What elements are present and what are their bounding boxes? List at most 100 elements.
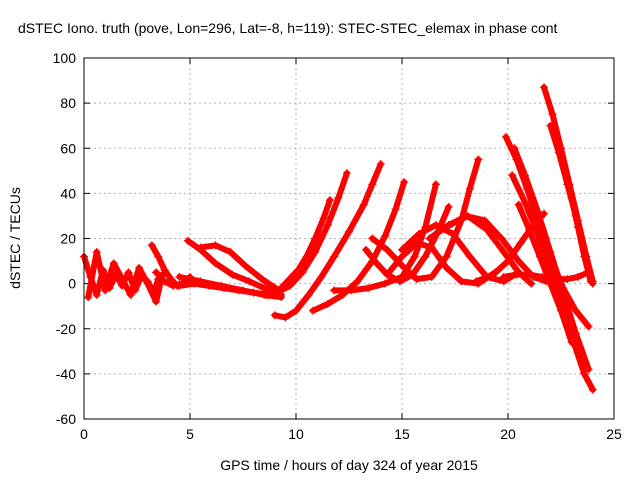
data-point bbox=[398, 252, 406, 261]
data-point bbox=[345, 227, 353, 236]
data-point bbox=[391, 205, 400, 214]
data-point bbox=[381, 232, 390, 241]
data-point bbox=[520, 171, 529, 180]
data-point bbox=[457, 277, 466, 286]
data-point bbox=[281, 313, 290, 322]
series-8 bbox=[277, 196, 334, 293]
data-point bbox=[489, 270, 498, 279]
data-point bbox=[448, 229, 457, 238]
data-point bbox=[400, 178, 409, 187]
data-point bbox=[584, 322, 593, 331]
series-trace bbox=[271, 161, 384, 321]
data-point bbox=[245, 277, 254, 286]
data-point bbox=[311, 248, 320, 257]
data-point bbox=[474, 155, 483, 164]
data-point bbox=[147, 241, 156, 250]
x-tick-label: 10 bbox=[288, 426, 304, 442]
data-point bbox=[101, 286, 110, 295]
data-point bbox=[444, 202, 453, 211]
data-point bbox=[472, 277, 481, 286]
data-point bbox=[527, 279, 536, 288]
data-point bbox=[325, 196, 334, 205]
plot-area bbox=[80, 83, 597, 394]
y-tick-label: 80 bbox=[60, 95, 76, 111]
data-point bbox=[410, 252, 419, 261]
data-point bbox=[425, 234, 434, 243]
data-point bbox=[260, 284, 269, 293]
y-tick-label: 20 bbox=[60, 231, 76, 247]
data-point bbox=[414, 229, 423, 238]
data-point bbox=[270, 311, 279, 320]
data-point bbox=[376, 160, 385, 169]
data-point bbox=[516, 239, 525, 248]
y-tick-label: -20 bbox=[56, 321, 76, 337]
data-point bbox=[546, 248, 555, 257]
y-axis-title: dSTEC / TECUs bbox=[7, 187, 23, 289]
data-point bbox=[323, 220, 332, 229]
series-24 bbox=[514, 200, 576, 347]
data-point bbox=[573, 223, 582, 232]
x-axis-title: GPS time / hours of day 324 of year 2015 bbox=[220, 457, 478, 473]
data-point bbox=[546, 279, 555, 288]
data-point bbox=[118, 275, 127, 284]
data-point bbox=[588, 385, 597, 394]
chart-title: dSTEC Iono. truth (pove, Lon=296, Lat=-8… bbox=[18, 20, 558, 36]
y-tick-label: 60 bbox=[60, 140, 76, 156]
series-trace bbox=[509, 172, 596, 393]
data-point bbox=[497, 234, 506, 243]
data-point bbox=[465, 252, 474, 261]
data-point bbox=[190, 279, 199, 288]
data-point bbox=[92, 248, 101, 257]
y-tick-label: -60 bbox=[56, 411, 76, 427]
data-point bbox=[525, 270, 534, 279]
data-point bbox=[368, 180, 377, 189]
data-point bbox=[421, 252, 430, 261]
data-point bbox=[442, 263, 451, 272]
data-point bbox=[557, 306, 565, 315]
series-trace bbox=[568, 194, 594, 285]
data-point bbox=[211, 259, 220, 268]
data-point bbox=[361, 245, 370, 254]
series-trace bbox=[310, 179, 408, 314]
data-point bbox=[465, 184, 474, 193]
data-point bbox=[135, 263, 144, 272]
data-point bbox=[461, 211, 470, 220]
data-point bbox=[143, 279, 152, 288]
data-point bbox=[249, 288, 258, 297]
data-point bbox=[372, 259, 381, 268]
data-point bbox=[514, 200, 523, 209]
data-point bbox=[501, 132, 510, 141]
y-tick-label: 100 bbox=[53, 50, 77, 66]
series-trace bbox=[511, 145, 592, 373]
data-point bbox=[512, 270, 521, 279]
series-9 bbox=[262, 169, 351, 299]
series-27 bbox=[567, 193, 595, 286]
tick-labels: 0 5 10 15 20 25 -60 -40 -20 0 20 40 60 80 100 bbox=[53, 50, 622, 442]
data-point bbox=[398, 245, 406, 254]
data-point bbox=[548, 110, 557, 119]
data-point bbox=[514, 257, 523, 266]
data-point bbox=[427, 243, 436, 252]
data-point bbox=[92, 290, 101, 299]
data-point bbox=[499, 272, 508, 281]
data-point bbox=[183, 236, 192, 245]
data-point bbox=[563, 275, 572, 284]
data-point bbox=[525, 225, 534, 234]
series-1 bbox=[84, 248, 167, 306]
data-point bbox=[175, 272, 184, 281]
data-point bbox=[383, 245, 392, 254]
data-point bbox=[533, 207, 542, 216]
data-point bbox=[342, 169, 351, 178]
data-point bbox=[535, 252, 544, 261]
x-tick-label: 0 bbox=[80, 426, 88, 442]
data-point bbox=[510, 144, 519, 153]
data-point bbox=[160, 277, 169, 286]
data-point bbox=[84, 293, 93, 302]
data-point bbox=[398, 261, 406, 270]
series-10 bbox=[270, 160, 385, 322]
data-point bbox=[442, 223, 451, 232]
data-point bbox=[364, 284, 373, 293]
data-point bbox=[228, 270, 237, 279]
series-trace bbox=[85, 249, 166, 305]
